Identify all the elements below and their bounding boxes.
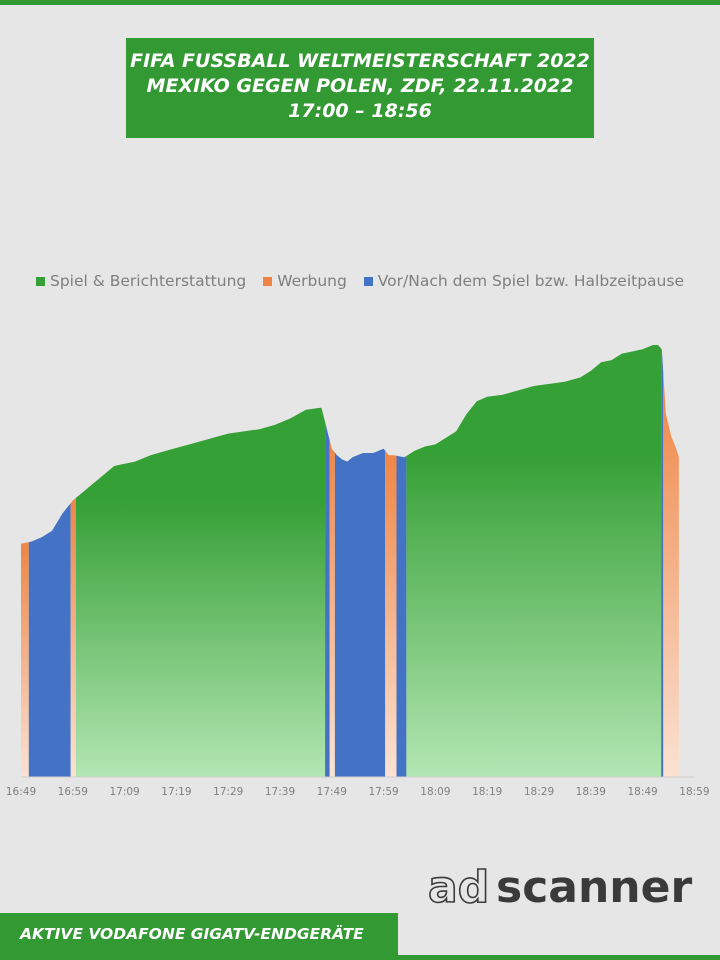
legend-label-ads: Werbung — [277, 272, 347, 290]
area-chart: 16:49 16:59 17:09 17:19 17:29 17:39 17:49 17:59… — [6, 345, 710, 798]
x-tick-label: 18:39 — [576, 786, 606, 798]
x-tick-label: 16:49 — [6, 786, 36, 798]
legend-label-game: Spiel & Berichterstattung — [50, 272, 247, 290]
x-tick-label: 18:59 — [679, 786, 709, 798]
title-line-1: FIFA FUSSBALL WELTMEISTERSCHAFT 2022 — [130, 50, 590, 72]
x-tick-label: 18:19 — [472, 786, 502, 798]
area-segment-pre-post-10 — [661, 348, 664, 777]
area-segment-ads-0 — [21, 542, 29, 777]
legend-swatch-ads — [263, 277, 273, 286]
legend-item-game: Spiel & Berichterstattung — [36, 272, 246, 290]
bottom-accent-line — [0, 955, 720, 960]
legend-swatch-game — [36, 277, 45, 286]
area-segment-pre-post-6 — [334, 448, 386, 777]
area-segment-game-3 — [75, 407, 326, 777]
chart-legend: Spiel & Berichterstattung Werbung Vor/Na… — [0, 272, 720, 290]
legend-item-pre-post: Vor/Nach dem Spiel bzw. Halbzeitpause — [363, 272, 684, 290]
x-tick-label: 18:49 — [627, 786, 657, 798]
legend-item-ads: Werbung — [263, 272, 347, 290]
x-tick-label: 16:59 — [58, 786, 88, 798]
area-segment-ads-5 — [329, 440, 335, 777]
title-line-2: MEXIKO GEGEN POLEN, ZDF, 22.11.2022 — [146, 75, 574, 97]
x-tick-label: 18:09 — [420, 786, 450, 798]
chart-title-box: FIFA FUSSBALL WELTMEISTERSCHAFT 2022 MEX… — [126, 38, 594, 138]
x-tick-label: 17:09 — [109, 786, 139, 798]
area-segment-ads-2 — [70, 497, 76, 777]
area-segment-pre-post-4 — [325, 422, 330, 777]
logo-text-ad: ad — [428, 862, 489, 913]
x-tick-label: 17:19 — [161, 786, 191, 798]
area-segment-pre-post-8 — [396, 455, 407, 777]
x-tick-label: 17:59 — [368, 786, 398, 798]
title-line-3: 17:00 – 18:56 — [288, 100, 432, 122]
x-tick-label: 17:39 — [265, 786, 295, 798]
adscanner-logo: ad scanner — [428, 861, 692, 914]
legend-label-pre-post: Vor/Nach dem Spiel bzw. Halbzeitpause — [377, 272, 684, 290]
area-segment-ads-11 — [663, 373, 679, 777]
logo-text-scanner: scanner — [496, 862, 692, 913]
footer-label-bar: AKTIVE VODAFONE GIGATV-ENDGERÄTE — [0, 913, 398, 955]
area-segment-game-9 — [406, 345, 662, 777]
area-segment-ads-7 — [385, 450, 397, 777]
x-tick-label: 18:29 — [524, 786, 554, 798]
legend-swatch-pre-post — [363, 277, 373, 286]
x-tick-label: 17:29 — [213, 786, 243, 798]
area-segment-pre-post-1 — [28, 503, 71, 777]
top-accent-bar — [0, 0, 720, 5]
footer-label: AKTIVE VODAFONE GIGATV-ENDGERÄTE — [20, 925, 364, 943]
x-tick-label: 17:49 — [317, 786, 347, 798]
